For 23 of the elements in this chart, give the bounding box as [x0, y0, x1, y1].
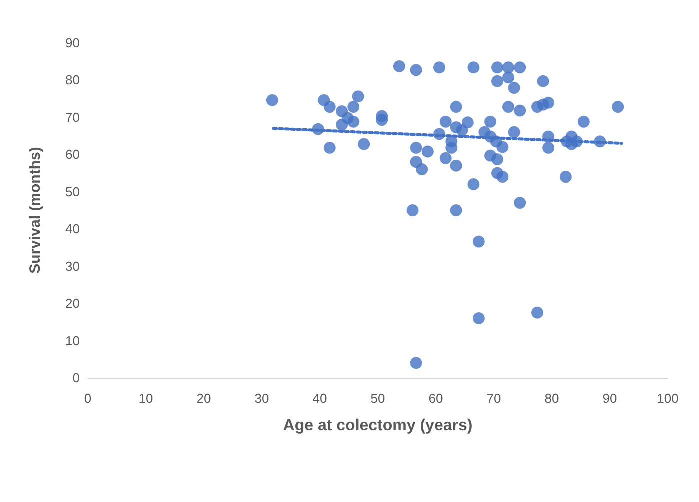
y-tick-label: 90 [66, 36, 80, 50]
x-axis-title: Age at colectomy (years) [283, 418, 473, 434]
x-tick-label: 80 [544, 391, 560, 406]
x-tick-label: 100 [657, 391, 679, 406]
x-tick-label: 10 [138, 391, 154, 406]
y-tick-label: 20 [66, 296, 80, 312]
y-tick-label: 50 [66, 184, 80, 200]
y-tick-label: 0 [72, 370, 80, 386]
x-tick-label: 70 [486, 391, 502, 406]
y-tick-label: 60 [66, 147, 80, 162]
x-tick-label: 30 [254, 391, 270, 406]
y-tick-label: 70 [66, 110, 80, 125]
x-tick-label: 20 [196, 391, 212, 406]
x-tick-label: 60 [428, 391, 444, 406]
x-tick-label: 0 [84, 391, 92, 406]
x-tick-label: 50 [370, 391, 386, 406]
x-tick-label: 40 [312, 391, 328, 406]
y-axis-title: Survival (months) [27, 147, 44, 274]
y-tick-label: 40 [66, 222, 80, 237]
x-tick-label: 90 [602, 391, 618, 406]
y-tick-label: 10 [66, 333, 80, 348]
y-tick-label: 30 [66, 258, 80, 274]
y-tick-label: 80 [66, 72, 80, 88]
